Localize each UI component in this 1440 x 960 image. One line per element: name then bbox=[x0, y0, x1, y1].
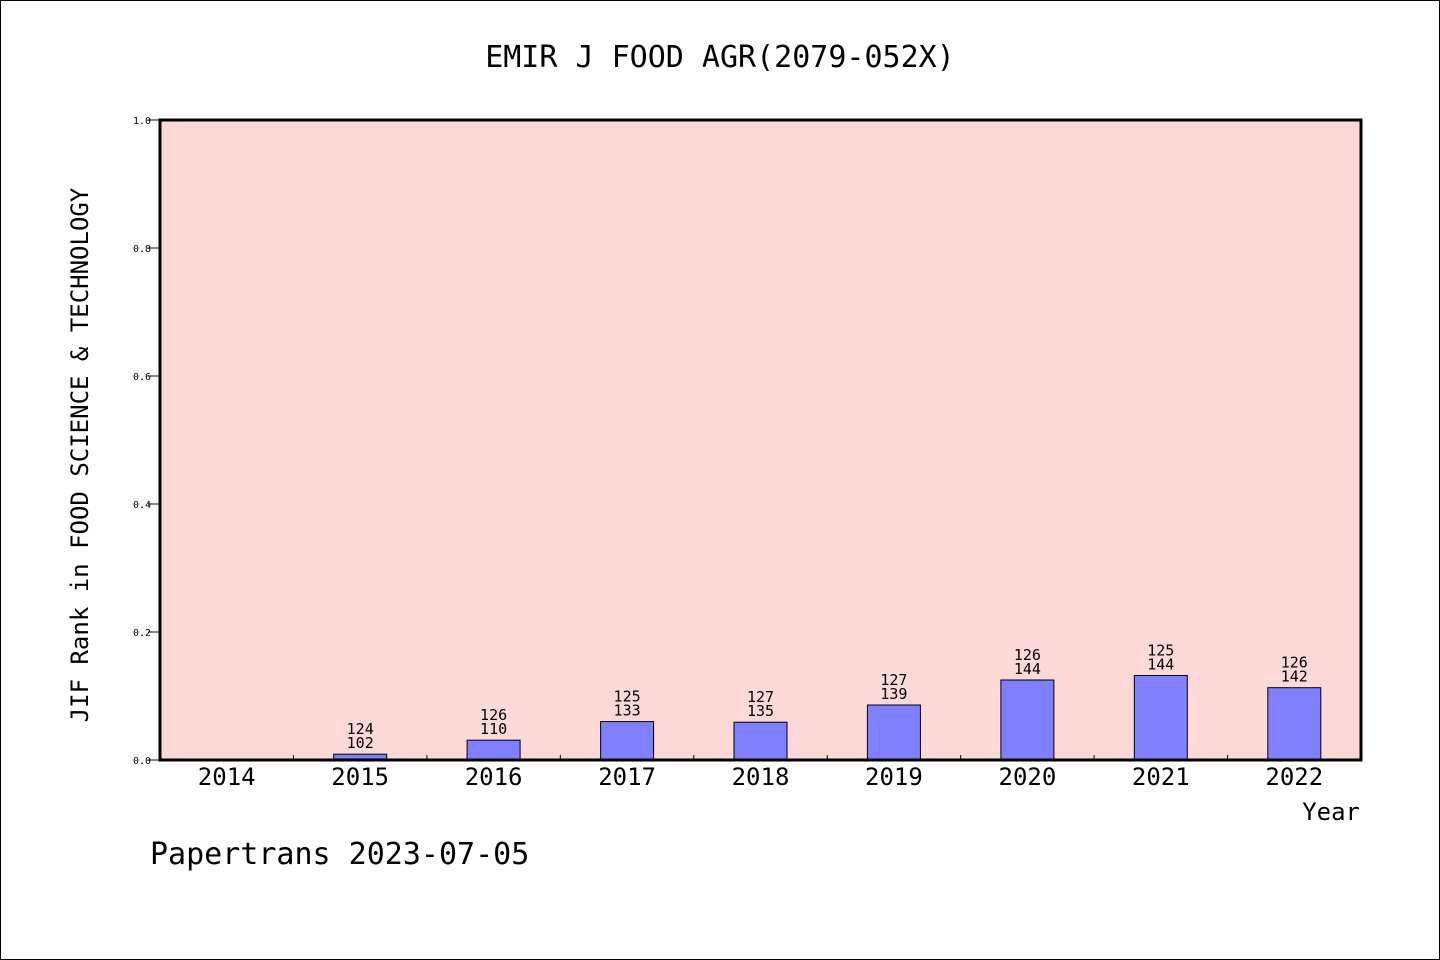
bar-2021 bbox=[1133, 675, 1188, 761]
bar-label-total-2017: 133 bbox=[614, 702, 641, 720]
y-tick-label: 0.8 bbox=[133, 244, 151, 255]
x-tick-label-2021: 2021 bbox=[1132, 763, 1190, 791]
footer-source-date: Papertrans 2023-07-05 bbox=[150, 837, 529, 872]
bar-label-rank-2016: 126 bbox=[480, 706, 507, 724]
plot-border bbox=[158, 118, 1363, 762]
bar-2020 bbox=[1000, 679, 1055, 761]
y-tick-label: 0.0 bbox=[133, 756, 151, 767]
x-tick-label-2019: 2019 bbox=[865, 763, 923, 791]
x-tick-label-2015: 2015 bbox=[331, 763, 389, 791]
bar-label-rank-2019: 127 bbox=[880, 671, 907, 689]
bar-label-rank-2017: 125 bbox=[614, 688, 641, 706]
x-tick-label-2018: 2018 bbox=[732, 763, 790, 791]
x-tick-label-2017: 2017 bbox=[598, 763, 656, 791]
y-tick-label: 0.2 bbox=[133, 628, 151, 639]
bar-label-rank-2021: 125 bbox=[1147, 642, 1174, 660]
y-tick-label: 0.6 bbox=[133, 372, 151, 383]
x-tick-label-2022: 2022 bbox=[1265, 763, 1323, 791]
chart-title: EMIR J FOOD AGR(2079-052X) bbox=[485, 40, 955, 75]
bar-label-rank-2022: 126 bbox=[1281, 654, 1308, 672]
bar-2022 bbox=[1267, 687, 1322, 761]
x-tick-label-2016: 2016 bbox=[465, 763, 523, 791]
x-tick-label-2020: 2020 bbox=[999, 763, 1057, 791]
bar-labels-layer: 1241021261101251331271351271391261441251… bbox=[347, 642, 1308, 753]
bar-2018 bbox=[733, 721, 788, 761]
y-tick-label: 1.0 bbox=[133, 116, 151, 127]
bar-2019 bbox=[866, 704, 921, 761]
bar-label-total-2018: 135 bbox=[747, 702, 774, 720]
y-axis-ticks: 0.0 0.2 0.4 0.6 0.8 1.0 bbox=[133, 116, 160, 767]
x-axis-ticks: 2014 2015 2016 2017 2018 2019 2020 2021 2022 bbox=[198, 755, 1323, 791]
x-axis-title: Year bbox=[1302, 798, 1360, 826]
bar-label-total-2022: 142 bbox=[1281, 668, 1308, 686]
bar-2016 bbox=[466, 739, 521, 761]
y-axis-title: JIF Rank in FOOD SCIENCE & TECHNOLOGY bbox=[66, 187, 94, 722]
bar-label-total-2021: 144 bbox=[1147, 656, 1174, 674]
bar-label-total-2020: 144 bbox=[1014, 660, 1041, 678]
bar-label-total-2015: 102 bbox=[347, 734, 374, 752]
y-tick-label: 0.4 bbox=[133, 500, 151, 511]
x-tick-label-2014: 2014 bbox=[198, 763, 256, 791]
bar-label-total-2016: 110 bbox=[480, 720, 507, 738]
bars-layer bbox=[333, 675, 1322, 761]
bar-label-rank-2015: 124 bbox=[347, 720, 374, 738]
bar-2017 bbox=[600, 721, 655, 761]
bar-label-rank-2020: 126 bbox=[1014, 646, 1041, 664]
bar-label-rank-2018: 127 bbox=[747, 688, 774, 706]
bar-label-total-2019: 139 bbox=[880, 685, 907, 703]
plot-area bbox=[160, 120, 1361, 760]
